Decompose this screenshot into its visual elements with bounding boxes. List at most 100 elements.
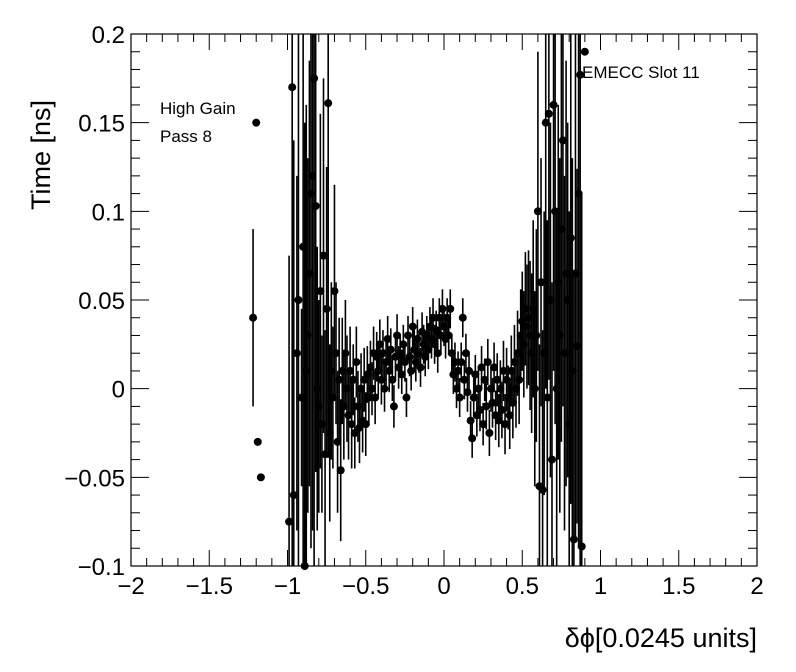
data-point xyxy=(402,378,411,418)
data-point xyxy=(497,381,506,439)
annotation-pass: Pass 8 xyxy=(160,127,212,146)
point-marker xyxy=(386,345,395,354)
y-tick-label: −0.05 xyxy=(64,465,125,492)
point-marker xyxy=(321,450,330,459)
point-marker xyxy=(471,370,480,379)
data-point xyxy=(335,317,344,442)
point-marker xyxy=(355,423,364,432)
point-marker xyxy=(566,233,575,242)
point-marker xyxy=(341,349,350,358)
point-marker xyxy=(558,136,567,145)
data-points xyxy=(249,34,589,570)
data-point xyxy=(480,358,489,402)
point-marker xyxy=(399,340,408,349)
point-marker xyxy=(413,335,422,344)
point-marker xyxy=(483,358,492,367)
data-point xyxy=(580,47,589,56)
data-point xyxy=(371,370,380,425)
point-marker xyxy=(411,358,420,367)
point-marker xyxy=(332,349,341,358)
point-marker xyxy=(454,366,463,375)
point-marker xyxy=(368,384,377,393)
data-point xyxy=(294,34,303,566)
data-point xyxy=(465,351,474,391)
data-point xyxy=(558,34,567,407)
point-marker xyxy=(547,455,556,464)
data-point xyxy=(458,298,467,338)
point-marker xyxy=(311,202,320,211)
point-marker xyxy=(416,363,425,372)
data-point xyxy=(408,307,417,347)
axis-ticks xyxy=(130,33,758,567)
y-tick-label: 0.05 xyxy=(78,288,125,315)
data-point xyxy=(577,191,586,566)
data-point xyxy=(321,330,330,566)
data-point xyxy=(541,34,550,389)
point-marker xyxy=(543,393,552,402)
x-axis-title: δϕ[0.0245 units] xyxy=(565,623,757,653)
point-marker xyxy=(424,345,433,354)
point-marker xyxy=(477,363,486,372)
point-marker xyxy=(533,207,542,216)
y-tick-label: 0.15 xyxy=(78,111,125,138)
data-point xyxy=(544,34,553,380)
point-marker xyxy=(319,251,328,260)
point-marker xyxy=(505,411,514,420)
x-tick-label: 1.5 xyxy=(662,573,695,600)
point-marker xyxy=(438,304,447,313)
point-marker xyxy=(466,416,475,425)
point-marker xyxy=(457,358,466,367)
x-tick-labels: −2 −1.5 −1 −0.5 0 0.5 1 1.5 2 xyxy=(117,573,763,600)
data-point xyxy=(450,342,459,382)
x-tick-label: 1 xyxy=(594,573,607,600)
point-marker xyxy=(371,393,380,402)
point-marker xyxy=(493,375,502,384)
data-point xyxy=(444,315,453,355)
data-point xyxy=(249,229,258,407)
y-axis-title: Time [ns] xyxy=(26,100,56,210)
data-point xyxy=(494,393,503,448)
data-point xyxy=(537,158,546,407)
point-marker xyxy=(455,393,464,402)
data-point xyxy=(375,319,384,370)
point-marker xyxy=(569,535,578,544)
point-marker xyxy=(316,287,325,296)
data-point xyxy=(361,392,370,457)
point-marker xyxy=(361,420,370,429)
point-marker xyxy=(429,313,438,322)
point-marker xyxy=(352,358,361,367)
point-marker xyxy=(389,402,398,411)
y-tick-label: −0.1 xyxy=(78,554,125,581)
data-point xyxy=(411,342,420,382)
x-tick-label: 2 xyxy=(750,573,763,600)
data-point xyxy=(543,220,552,566)
point-marker xyxy=(289,491,298,500)
point-marker xyxy=(252,118,261,127)
data-point xyxy=(355,392,364,464)
data-point xyxy=(383,315,392,363)
point-marker xyxy=(508,398,517,407)
point-marker xyxy=(330,287,339,296)
point-marker xyxy=(400,358,409,367)
data-point xyxy=(368,362,377,416)
point-marker xyxy=(256,473,265,482)
y-tick-label: 0.2 xyxy=(92,22,125,49)
point-marker xyxy=(407,366,416,375)
y-tick-label: 0.1 xyxy=(92,199,125,226)
data-point xyxy=(501,393,510,455)
data-point xyxy=(389,385,398,428)
data-point xyxy=(332,282,341,425)
y-tick-labels: −0.1 −0.05 0 0.05 0.1 0.15 0.2 xyxy=(64,22,125,581)
x-tick-label: 0 xyxy=(437,573,450,600)
point-marker xyxy=(383,335,392,344)
point-marker xyxy=(446,304,455,313)
point-marker xyxy=(494,416,503,425)
data-point xyxy=(253,437,262,446)
data-point xyxy=(468,418,477,458)
point-marker xyxy=(458,313,467,322)
data-point xyxy=(352,326,361,398)
point-marker xyxy=(347,420,356,429)
point-marker xyxy=(482,402,491,411)
data-point xyxy=(386,328,395,371)
point-marker xyxy=(490,363,499,372)
